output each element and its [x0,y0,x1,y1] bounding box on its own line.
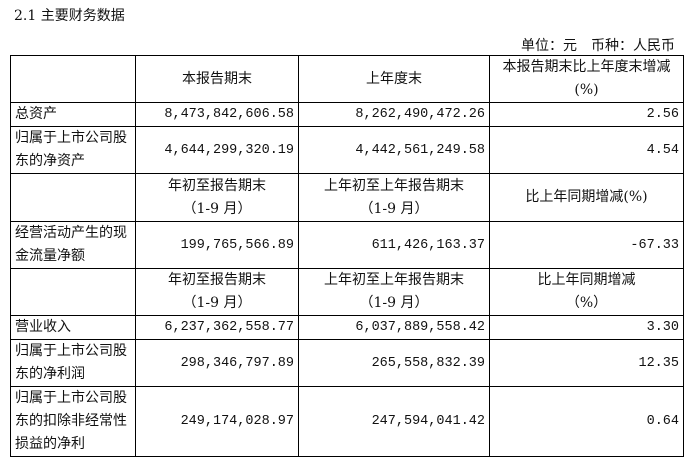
header-text: （%） [565,295,608,311]
value-cell: 199,765,566.89 [135,221,299,269]
header-text: （1-9 月） [359,200,429,217]
value-cell: 8,262,490,472.26 [298,102,490,127]
header-cell: 比上年同期增减(%) [489,173,684,222]
value-cell: 611,426,163.37 [298,221,490,269]
header-text: （1-9 月） [182,200,252,217]
row-label: 经营活动产生的现金流量净额 [10,221,136,269]
header-cell [10,268,136,316]
value-cell: 0.64 [489,386,684,457]
header-cell: 比上年同期增减 （%） [489,268,684,316]
value-cell: 2.56 [489,102,684,127]
value-cell: 8,473,842,606.58 [135,102,299,127]
header-cell: 本报告期末 [135,55,299,103]
value-cell: 3.30 [489,315,684,340]
table-row: 归属于上市公司股东的净利润 298,346,797.89 265,558,832… [10,339,684,387]
value-cell: 4,442,561,249.58 [298,126,490,174]
row-label: 归属于上市公司股东的扣除非经常性损益的净利 [10,386,136,457]
row-label: 归属于上市公司股东的净资产 [10,126,136,174]
header-cell [10,173,136,222]
table-row: 营业收入 6,237,362,558.77 6,037,889,558.42 3… [10,315,684,340]
header-cell [10,55,136,103]
header-text: 比上年同期增减 [537,272,636,288]
header-cell: 年初至报告期末 （1-9 月） [135,268,299,316]
value-cell: 4,644,299,320.19 [135,126,299,174]
value-cell: 298,346,797.89 [135,339,299,387]
header-row: 本报告期末 上年度末 本报告期末比上年度末增减(%) [10,55,684,103]
value-cell: 247,594,041.42 [298,386,490,457]
financial-data-table: 本报告期末 上年度末 本报告期末比上年度末增减(%) 总资产 8,473,842… [10,55,684,457]
header-text: （1-9 月） [359,295,429,311]
currency-label: 币种：人民币 [591,38,675,54]
header-text: 年初至报告期末 [168,177,266,194]
section-title: 2.1 主要财务数据 [14,8,125,24]
header-cell: 上年初至上年报告期末 （1-9 月） [298,268,490,316]
row-label: 营业收入 [10,315,136,340]
value-cell: -67.33 [489,221,684,269]
header-cell: 上年度末 [298,55,490,103]
header-cell: 年初至报告期末 （1-9 月） [135,173,299,222]
header-text: （1-9 月） [182,295,252,311]
table-row: 归属于上市公司股东的扣除非经常性损益的净利 249,174,028.97 247… [10,386,684,457]
table-row: 经营活动产生的现金流量净额 199,765,566.89 611,426,163… [10,221,684,269]
row-label: 总资产 [10,102,136,127]
value-cell: 6,037,889,558.42 [298,315,490,340]
value-cell: 4.54 [489,126,684,174]
unit-label: 单位：元 [521,38,577,54]
header-row: 年初至报告期末 （1-9 月） 上年初至上年报告期末 （1-9 月） 比上年同期增减… [10,173,684,222]
value-cell: 265,558,832.39 [298,339,490,387]
unit-note: 单位：元 币种：人民币 [507,35,675,55]
value-cell: 249,174,028.97 [135,386,299,457]
value-cell: 6,237,362,558.77 [135,315,299,340]
header-cell: 本报告期末比上年度末增减(%) [489,55,684,103]
header-text: 上年初至上年报告期末 [324,177,464,194]
header-text: 上年初至上年报告期末 [324,272,464,288]
header-row: 年初至报告期末 （1-9 月） 上年初至上年报告期末 （1-9 月） 比上年同期增减… [10,268,684,316]
header-text: 年初至报告期末 [168,272,266,288]
value-cell: 12.35 [489,339,684,387]
table-row: 总资产 8,473,842,606.58 8,262,490,472.26 2.… [10,102,684,127]
header-cell: 上年初至上年报告期末 （1-9 月） [298,173,490,222]
row-label: 归属于上市公司股东的净利润 [10,339,136,387]
table-row: 归属于上市公司股东的净资产 4,644,299,320.19 4,442,561… [10,126,684,174]
